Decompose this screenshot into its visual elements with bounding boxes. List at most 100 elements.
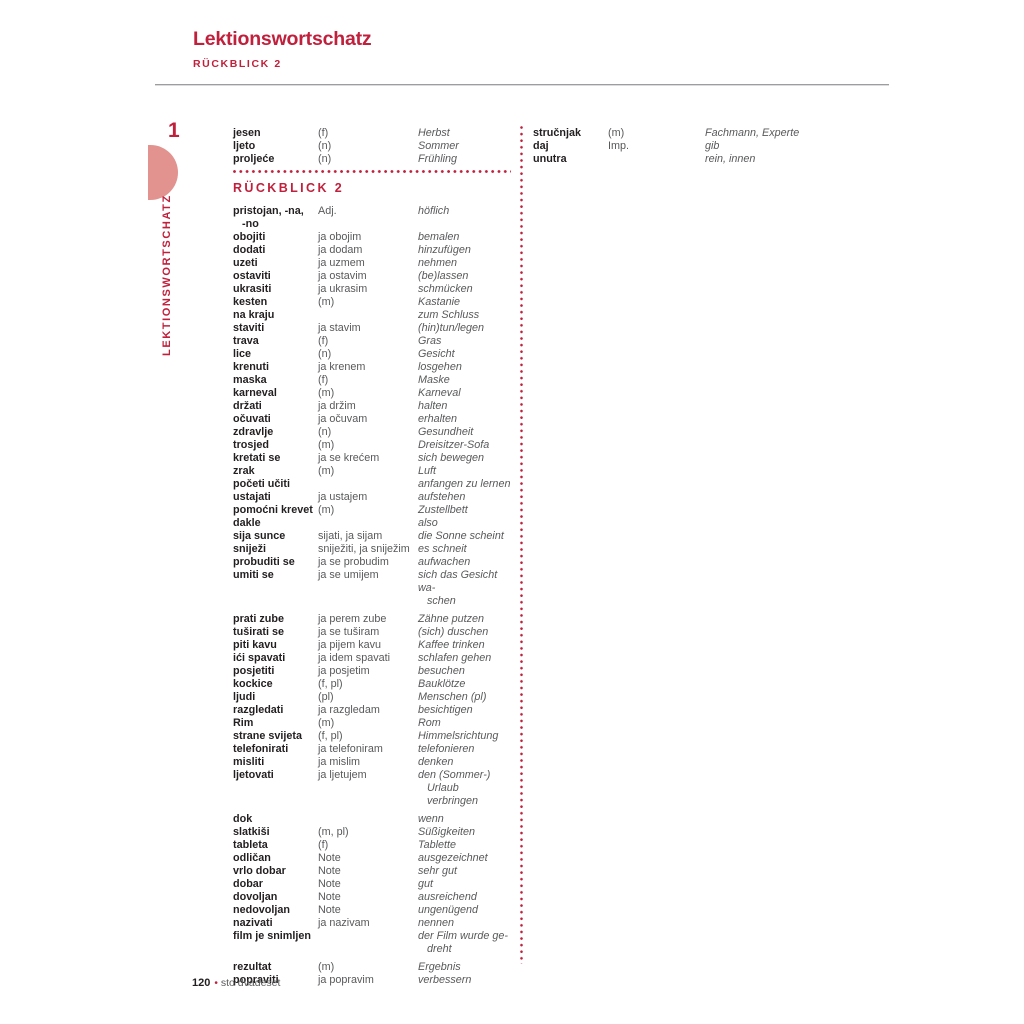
vocab-row: piti kavu ja pijem kavu Kaffee trinken <box>233 639 511 652</box>
grammar-info: ja razgledam <box>318 704 380 716</box>
croatian-word: dok <box>233 813 253 825</box>
vocab-row: kockice (f, pl) Bauklötze <box>233 678 511 691</box>
german-translation: Zähne putzen <box>418 613 485 625</box>
croatian-word: ustajati <box>233 491 271 503</box>
page-number: 120 <box>192 977 211 989</box>
page-footer: 120 • sto dvadeset <box>192 977 280 989</box>
grammar-info: Imp. <box>608 140 629 152</box>
croatian-word: sniježi <box>233 543 267 555</box>
croatian-word: na kraju <box>233 309 275 321</box>
vocab-row: trosjed (m) Dreisitzer-Sofa <box>233 439 511 452</box>
footer-bullet-icon: • <box>214 978 218 989</box>
vocab-row: ustajati ja ustajem aufstehen <box>233 491 511 504</box>
vocab-row: sija sunce sijati, ja sijam die Sonne sche… <box>233 530 511 543</box>
grammar-info: (m, pl) <box>318 826 349 838</box>
german-translation: Zustellbett <box>418 504 468 516</box>
grammar-info: ja dodam <box>318 244 363 256</box>
german-translation: sich das Gesicht wa-schen <box>418 569 511 608</box>
vocab-row: karneval (m) Karneval <box>233 387 511 400</box>
german-translation: zum Schluss <box>418 309 480 321</box>
german-translation: wenn <box>418 813 444 825</box>
grammar-info: ja stavim <box>318 322 361 334</box>
german-translation: hinzufügen <box>418 244 471 256</box>
german-translation: höflich <box>418 205 450 217</box>
page-title: Lektionswortschatz <box>193 28 372 50</box>
german-translation: (be)lassen <box>418 270 469 282</box>
vocab-row: ljudi (pl) Menschen (pl) <box>233 691 511 704</box>
croatian-word: sija sunce <box>233 530 286 542</box>
croatian-word: dovoljan <box>233 891 278 903</box>
grammar-info <box>318 930 418 956</box>
grammar-info: ja uzmem <box>318 257 365 269</box>
grammar-info: ja se tuširam <box>318 626 380 638</box>
croatian-word: film je snimljen <box>233 930 311 942</box>
vocab-row: trava (f) Gras <box>233 335 511 348</box>
grammar-info: (m) <box>318 504 335 516</box>
german-translation: verbessern <box>418 974 472 986</box>
grammar-info: (f, pl) <box>318 730 343 742</box>
chapter-number: 1 <box>168 119 180 142</box>
german-translation: nehmen <box>418 257 458 269</box>
croatian-word: očuvati <box>233 413 271 425</box>
german-translation: aufwachen <box>418 556 471 568</box>
page-subtitle: RÜCKBLICK 2 <box>193 58 282 70</box>
vocab-row: vrlo dobar Note sehr gut <box>233 865 511 878</box>
grammar-info: Note <box>318 891 341 903</box>
german-translation: Gesicht <box>418 348 455 360</box>
grammar-info: Note <box>318 865 341 877</box>
croatian-word: strane svijeta <box>233 730 303 742</box>
croatian-word: prati zube <box>233 613 284 625</box>
vocab-row: kesten (m) Kastanie <box>233 296 511 309</box>
semicircle-decoration <box>148 145 178 200</box>
croatian-word: nedovoljan <box>233 904 290 916</box>
croatian-word: obojiti <box>233 231 266 243</box>
german-translation: Gesundheit <box>418 426 474 438</box>
header-divider <box>155 84 889 86</box>
grammar-info: (n) <box>318 348 332 360</box>
grammar-info: ja posjetim <box>318 665 370 677</box>
vocab-row: ostaviti ja ostavim (be)lassen <box>233 270 511 283</box>
german-translation: die Sonne scheint <box>418 530 504 542</box>
page-number-word: sto dvadeset <box>220 977 281 989</box>
vocab-row: prati zube ja perem zube Zähne putzen <box>233 613 511 626</box>
croatian-word: početi učiti <box>233 478 290 490</box>
german-translation: also <box>418 517 438 529</box>
german-translation: Maske <box>418 374 450 386</box>
croatian-word: unutra <box>533 153 567 165</box>
croatian-word: umiti se <box>233 569 274 581</box>
croatian-word: pomoćni krevet <box>233 504 313 516</box>
vocab-row: na kraju zum Schluss <box>233 309 511 322</box>
section-header: RÜCKBLICK 2 <box>233 181 345 195</box>
vocab-row: ukrasiti ja ukrasim schmücken <box>233 283 511 296</box>
german-translation: rein, innen <box>705 153 756 165</box>
vocab-row: telefonirati ja telefoniram telefonieren <box>233 743 511 756</box>
intro-rows: jesen (f) Herbst ljeto (n) Sommer proljeće (n) F… <box>233 127 511 166</box>
grammar-info: ja telefoniram <box>318 743 383 755</box>
grammar-info: Note <box>318 878 341 890</box>
croatian-word: pristojan, -na, -no <box>233 205 318 231</box>
german-translation: ausreichend <box>418 891 477 903</box>
croatian-word: slatkiši <box>233 826 270 838</box>
grammar-info: (m) <box>318 387 335 399</box>
vocab-row: staviti ja stavim (hin)tun/legen <box>233 322 511 335</box>
grammar-info: Adj. <box>318 205 337 217</box>
vocab-row: posjetiti ja posjetim besuchen <box>233 665 511 678</box>
german-translation: gib <box>705 140 720 152</box>
grammar-info <box>318 309 418 322</box>
german-translation: Süßigkeiten <box>418 826 476 838</box>
grammar-info: sijati, ja sijam <box>318 530 383 542</box>
croatian-word: vrlo dobar <box>233 865 286 877</box>
vocab-row: razgledati ja razgledam besichtigen <box>233 704 511 717</box>
vocab-row: držati ja držim halten <box>233 400 511 413</box>
vocab-row: krenuti ja krenem losgehen <box>233 361 511 374</box>
vocab-row: rezultat (m) Ergebnis <box>233 961 511 974</box>
croatian-word: zrak <box>233 465 255 477</box>
german-translation: Kastanie <box>418 296 461 308</box>
vocab-row: maska (f) Maske <box>233 374 511 387</box>
croatian-word: karneval <box>233 387 277 399</box>
vocab-row: film je snimljen der Film wurde ge-dreht <box>233 930 511 956</box>
grammar-info: ja obojim <box>318 231 362 243</box>
grammar-info: ja pijem kavu <box>318 639 382 651</box>
vocab-row: dodati ja dodam hinzufügen <box>233 244 511 257</box>
croatian-word: jesen <box>233 127 261 139</box>
